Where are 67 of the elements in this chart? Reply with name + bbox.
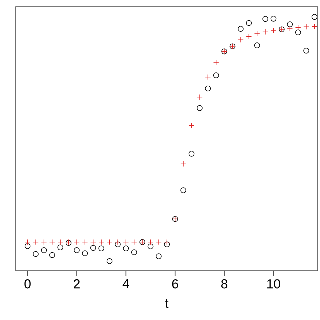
point — [197, 105, 203, 112]
point — [74, 248, 80, 254]
point — [262, 29, 268, 36]
point — [131, 250, 138, 256]
point — [49, 252, 56, 258]
point — [254, 42, 260, 48]
point — [90, 239, 96, 246]
point — [106, 239, 113, 246]
point — [90, 245, 96, 252]
point — [312, 24, 318, 30]
point — [98, 239, 104, 246]
point — [148, 239, 154, 246]
point — [312, 14, 318, 20]
point — [33, 251, 39, 258]
point — [188, 151, 195, 157]
point — [106, 258, 113, 264]
point — [246, 34, 252, 40]
point — [287, 26, 294, 32]
point — [164, 242, 170, 248]
point — [304, 24, 310, 30]
point — [295, 24, 302, 31]
point — [115, 239, 121, 246]
point — [131, 239, 138, 246]
point — [213, 72, 220, 78]
x-tick-label: 8 — [222, 280, 228, 289]
point — [246, 20, 252, 26]
point — [98, 246, 104, 252]
point — [213, 60, 220, 66]
point — [74, 239, 80, 246]
x-tick-label: 0 — [24, 280, 31, 289]
point — [295, 30, 302, 36]
point — [156, 239, 162, 246]
point — [148, 244, 154, 250]
point — [58, 239, 64, 246]
point — [180, 188, 186, 194]
point — [41, 239, 48, 246]
point — [123, 246, 130, 252]
point — [123, 239, 130, 246]
point — [58, 244, 64, 251]
point — [82, 239, 88, 246]
point — [49, 239, 56, 246]
point — [24, 243, 31, 250]
point — [115, 242, 121, 248]
x-tick-label: 10 — [268, 280, 280, 289]
point — [188, 122, 195, 129]
point — [197, 94, 203, 100]
point — [33, 239, 39, 246]
point — [205, 86, 212, 92]
point — [287, 22, 294, 28]
point — [205, 74, 212, 80]
point — [270, 16, 277, 22]
point — [156, 254, 162, 260]
point — [164, 239, 170, 246]
point — [262, 16, 268, 22]
point — [254, 31, 260, 37]
point — [41, 248, 48, 254]
x-tick-label: 6 — [172, 280, 178, 289]
x-tick-label: 2 — [74, 280, 80, 289]
x-tick-label: 4 — [122, 280, 130, 288]
point — [238, 26, 244, 32]
point — [238, 37, 244, 43]
point — [82, 250, 88, 256]
point — [180, 161, 186, 168]
point — [304, 48, 310, 54]
point — [270, 28, 277, 34]
x-axis-title: t — [165, 300, 169, 308]
point — [24, 239, 31, 246]
